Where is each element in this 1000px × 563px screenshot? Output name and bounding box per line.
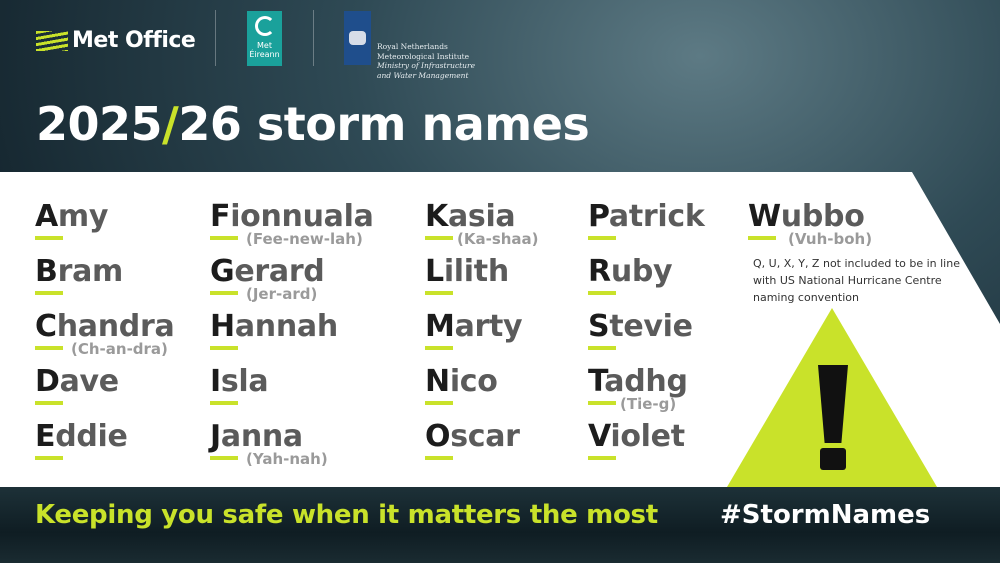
pronunciation: (Fee-new-lah) <box>246 230 363 248</box>
tagline: Keeping you safe when it matters the mos… <box>35 500 658 530</box>
divider <box>215 10 216 66</box>
name-text: Isla <box>210 364 269 399</box>
storm-name-fionnuala: Fionnuala (Fee-new-lah) <box>210 199 374 248</box>
title-year: 2025 <box>36 97 163 151</box>
pronunciation: (Ka-shaa) <box>457 230 539 248</box>
initial-underline <box>425 401 453 405</box>
name-text: Janna <box>210 419 303 454</box>
initial-underline <box>35 236 63 240</box>
title-year: 26 <box>178 97 242 151</box>
name-text: Amy <box>35 199 109 234</box>
name-text: Kasia <box>425 199 516 234</box>
storm-name-eddie: Eddie <box>35 419 128 460</box>
name-text: Dave <box>35 364 119 399</box>
initial-underline <box>425 291 453 295</box>
initial-underline <box>588 456 616 460</box>
met-eireann-text: Met Éireann <box>249 41 280 59</box>
crest-icon <box>349 31 366 45</box>
storm-name-dave: Dave <box>35 364 119 405</box>
storm-name-stevie: Stevie <box>588 309 693 350</box>
initial-underline <box>588 346 616 350</box>
knmi-line: Royal Netherlands <box>377 42 448 51</box>
name-text: Stevie <box>588 309 693 344</box>
name-text: Eddie <box>35 419 128 454</box>
met-eireann-logo: Met Éireann <box>247 11 282 66</box>
storm-name-gerard: Gerard (Jer-ard) <box>210 254 325 303</box>
pronunciation: (Tie-g) <box>620 395 677 413</box>
exclamation-dot <box>820 448 846 470</box>
title-slash: / <box>162 97 179 151</box>
name-text: Wubbo <box>748 199 865 234</box>
storm-name-bram: Bram <box>35 254 123 295</box>
storm-name-ruby: Ruby <box>588 254 673 295</box>
name-text: Bram <box>35 254 123 289</box>
name-text: Tadhg <box>588 364 688 399</box>
name-text: Chandra <box>35 309 175 344</box>
name-text: Patrick <box>588 199 705 234</box>
initial-underline <box>425 456 453 460</box>
name-text: Violet <box>588 419 685 454</box>
initial-underline <box>210 456 238 460</box>
name-text: Lilith <box>425 254 509 289</box>
divider <box>313 10 314 66</box>
name-text: Hannah <box>210 309 338 344</box>
initial-underline <box>35 401 63 405</box>
pronunciation: (Ch-an-dra) <box>71 340 168 358</box>
met-office-text: Met Office <box>72 28 196 53</box>
initial-underline <box>588 236 616 240</box>
pronunciation: (Vuh-boh) <box>788 230 873 248</box>
initial-underline <box>210 401 238 405</box>
storm-name-violet: Violet <box>588 419 685 460</box>
initial-underline <box>425 346 453 350</box>
initial-underline <box>35 346 63 350</box>
storm-name-patrick: Patrick <box>588 199 705 240</box>
name-text: Nico <box>425 364 498 399</box>
storm-name-nico: Nico <box>425 364 498 405</box>
storm-name-oscar: Oscar <box>425 419 520 460</box>
name-text: Ruby <box>588 254 673 289</box>
storm-name-chandra: Chandra (Ch-an-dra) <box>35 309 175 358</box>
storm-name-hannah: Hannah <box>210 309 338 350</box>
sea-background <box>0 487 1000 563</box>
storm-name-kasia: Kasia (Ka-shaa) <box>425 199 539 248</box>
met-office-waves-icon <box>36 30 68 51</box>
storm-name-marty: Marty <box>425 309 523 350</box>
name-text: Gerard <box>210 254 325 289</box>
swirl-icon <box>255 16 275 36</box>
pronunciation: (Yah-nah) <box>246 450 328 468</box>
name-text: Marty <box>425 309 523 344</box>
name-text: Fionnuala <box>210 199 374 234</box>
knmi-line: Meteorological Institute <box>377 51 470 61</box>
storm-name-wubbo: Wubbo (Vuh-boh) <box>748 199 872 248</box>
met-office-logo: Met Office <box>36 28 196 53</box>
pronunciation: (Jer-ard) <box>246 285 318 303</box>
storm-name-isla: Isla <box>210 364 269 405</box>
page-title: 2025/26 storm names <box>36 97 590 151</box>
storm-name-tadhg: Tadhg (Tie-g) <box>588 364 688 413</box>
storm-name-lilith: Lilith <box>425 254 509 295</box>
storm-name-amy: Amy <box>35 199 109 240</box>
knmi-text: Royal Netherlands Meteorological Institu… <box>377 42 475 80</box>
hashtag: #StormNames <box>720 500 931 530</box>
initial-underline <box>748 236 776 240</box>
initial-underline <box>210 346 238 350</box>
initial-underline <box>35 291 63 295</box>
name-text: Oscar <box>425 419 520 454</box>
knmi-logo <box>344 11 371 65</box>
title-text: storm names <box>241 97 590 151</box>
initial-underline <box>35 456 63 460</box>
knmi-line: Ministry of Infrastructure <box>377 61 476 70</box>
exclusion-note: Q, U, X, Y, Z not included to be in line… <box>753 257 960 304</box>
initial-underline <box>425 236 453 240</box>
initial-underline <box>588 291 616 295</box>
initial-underline <box>210 236 238 240</box>
initial-underline <box>588 401 616 405</box>
initial-underline <box>210 291 238 295</box>
storm-name-janna: Janna (Yah-nah) <box>210 419 328 468</box>
knmi-line: and Water Management <box>377 70 469 80</box>
